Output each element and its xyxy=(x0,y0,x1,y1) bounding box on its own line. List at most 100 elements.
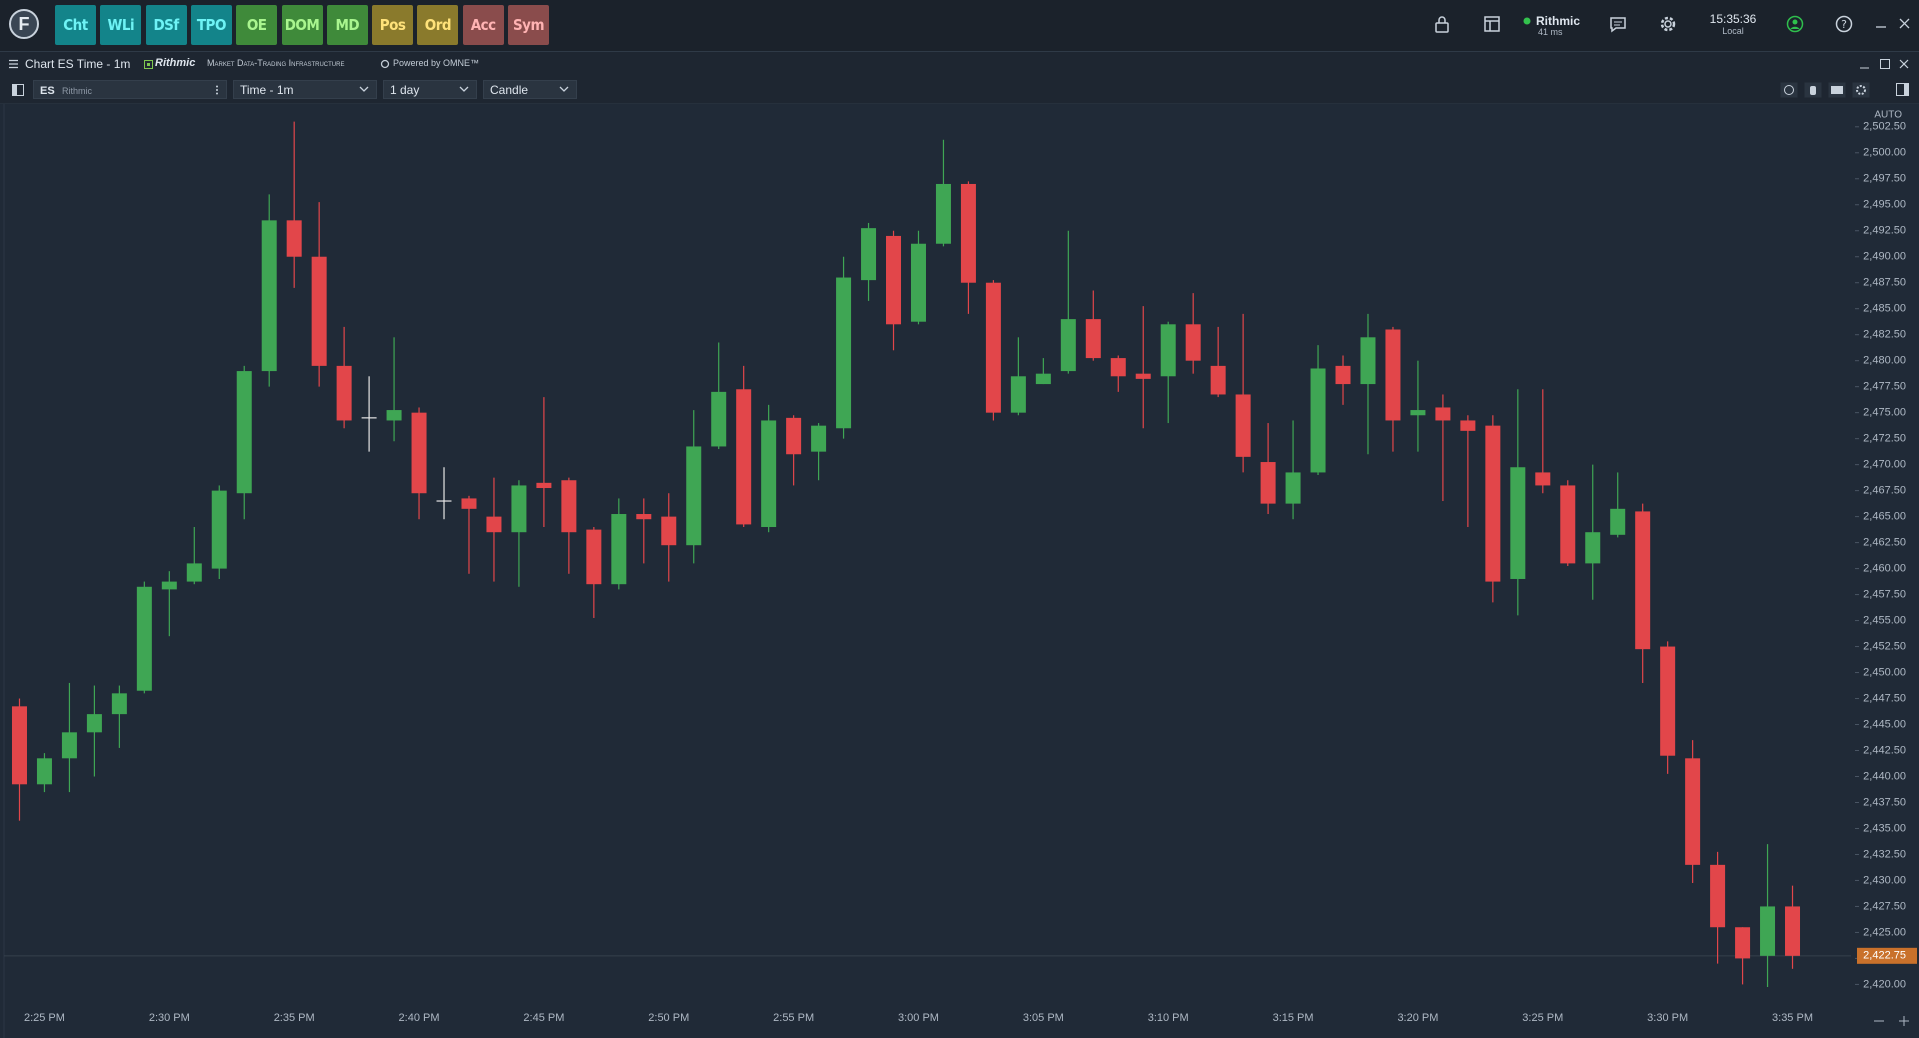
y-tick-label: 2,442.50 xyxy=(1863,744,1906,756)
x-tick-label: 3:20 PM xyxy=(1397,1012,1438,1024)
candles xyxy=(11,121,1801,988)
module-button[interactable]: Sym xyxy=(508,5,549,45)
candle-body xyxy=(386,410,402,421)
candle-body xyxy=(1435,407,1451,421)
candle-body xyxy=(336,365,352,421)
module-button[interactable]: WLi xyxy=(100,5,142,45)
y-tick-label: 2,432.50 xyxy=(1863,848,1906,860)
candle-body xyxy=(1110,358,1126,377)
candle-body xyxy=(686,446,702,546)
candle-body xyxy=(461,498,477,509)
lock-icon[interactable] xyxy=(1434,15,1450,33)
candle-body xyxy=(1535,472,1551,486)
y-tick-label: 2,490.00 xyxy=(1863,251,1906,263)
candle-body xyxy=(1635,511,1651,650)
x-tick-label: 2:30 PM xyxy=(149,1012,190,1024)
candle-body xyxy=(1135,373,1151,379)
y-tick-label: 2,435.00 xyxy=(1863,822,1906,834)
x-tick-label: 3:30 PM xyxy=(1647,1012,1688,1024)
x-tick-label: 3:35 PM xyxy=(1772,1012,1813,1024)
symbol-menu[interactable] xyxy=(215,85,219,95)
symbol: ES xyxy=(40,85,55,97)
module-button[interactable]: Acc xyxy=(462,5,504,45)
last-price-label: 2,422.75 xyxy=(1863,950,1906,962)
module-button[interactable]: MD xyxy=(326,5,368,45)
module-button[interactable]: OE xyxy=(236,5,278,45)
sidebar-toggle[interactable] xyxy=(12,84,24,96)
candle-body xyxy=(236,371,252,494)
chevron xyxy=(459,86,469,92)
candle-body xyxy=(786,417,802,455)
candle-body xyxy=(1035,373,1051,385)
style-selector[interactable]: Candle xyxy=(483,80,577,99)
y-tick-label: 2,437.50 xyxy=(1863,796,1906,808)
candle-body xyxy=(161,581,177,590)
settings-icon[interactable] xyxy=(1659,15,1677,33)
y-tick-label: 2,467.50 xyxy=(1863,485,1906,497)
y-tick-label: 2,485.00 xyxy=(1863,303,1906,315)
y-tick-label: 2,470.00 xyxy=(1863,459,1906,471)
y-tick-label: 2,430.00 xyxy=(1863,874,1906,886)
chart-tools[interactable] xyxy=(1780,82,1915,98)
omne-icon xyxy=(380,59,390,69)
candle-body xyxy=(1335,365,1351,385)
module-button[interactable]: Ord xyxy=(417,5,459,45)
module-button[interactable]: DOM xyxy=(281,5,323,45)
app-logo[interactable]: F xyxy=(9,9,39,39)
y-tick-label: 2,460.00 xyxy=(1863,562,1906,574)
candle-body xyxy=(1360,337,1376,385)
candle-body xyxy=(536,482,552,489)
candle-body xyxy=(836,277,852,429)
y-tick-label: 2,445.00 xyxy=(1863,718,1906,730)
candle-body xyxy=(11,706,27,785)
y-tick-label: 2,420.00 xyxy=(1863,978,1906,990)
layout-icon[interactable] xyxy=(1483,15,1501,33)
chat-icon[interactable] xyxy=(1609,15,1627,33)
candle-body xyxy=(261,220,277,372)
candle-body xyxy=(211,490,227,569)
x-tick-label: 3:10 PM xyxy=(1148,1012,1189,1024)
candle-body xyxy=(186,563,202,582)
candle-body xyxy=(1160,324,1176,377)
panel-controls[interactable] xyxy=(1858,57,1918,71)
candle-body xyxy=(1510,467,1526,579)
powered-by: Powered by OMNE™ xyxy=(393,58,480,68)
candle-body xyxy=(910,243,926,322)
candle-body xyxy=(1735,927,1751,959)
candle-body xyxy=(1235,394,1251,457)
x-tick-label: 2:55 PM xyxy=(773,1012,814,1024)
x-tick-label: 3:15 PM xyxy=(1273,1012,1314,1024)
y-tick-label: 2,492.50 xyxy=(1863,225,1906,237)
candle-body xyxy=(1585,532,1601,564)
module-button[interactable]: Cht xyxy=(55,5,96,45)
menu-icon[interactable] xyxy=(9,59,19,69)
window-controls[interactable] xyxy=(1874,15,1914,33)
candle-body xyxy=(1185,324,1201,361)
candle-body xyxy=(486,516,502,533)
status-dot xyxy=(1523,17,1531,25)
candle-body xyxy=(511,485,527,533)
period-selector[interactable]: Time - 1m xyxy=(233,80,377,99)
range-selector[interactable]: 1 day xyxy=(383,80,477,99)
scale-mode[interactable]: AUTO xyxy=(1874,110,1902,121)
chevron xyxy=(359,86,369,92)
candle-body xyxy=(736,389,752,525)
help-icon[interactable]: ? xyxy=(1835,15,1853,33)
candle-body xyxy=(886,235,902,325)
candle-body xyxy=(1760,906,1776,956)
candle-body xyxy=(985,282,1001,413)
module-button[interactable]: TPO xyxy=(190,5,232,45)
module-button[interactable]: DSf xyxy=(145,5,187,45)
y-tick-label: 2,500.00 xyxy=(1863,147,1906,159)
candle-body xyxy=(636,514,652,520)
symbol-selector[interactable]: ES Rithmic xyxy=(33,80,227,99)
y-tick-label: 2,502.50 xyxy=(1863,121,1906,133)
module-button[interactable]: Pos xyxy=(372,5,414,45)
connection-name: Rithmic xyxy=(1536,14,1581,28)
y-tick-label: 2,447.50 xyxy=(1863,692,1906,704)
user-icon[interactable] xyxy=(1786,15,1804,33)
candle-body xyxy=(36,758,52,785)
candle-body xyxy=(136,586,152,691)
candle-body xyxy=(1085,319,1101,359)
candle-body xyxy=(1310,368,1326,473)
